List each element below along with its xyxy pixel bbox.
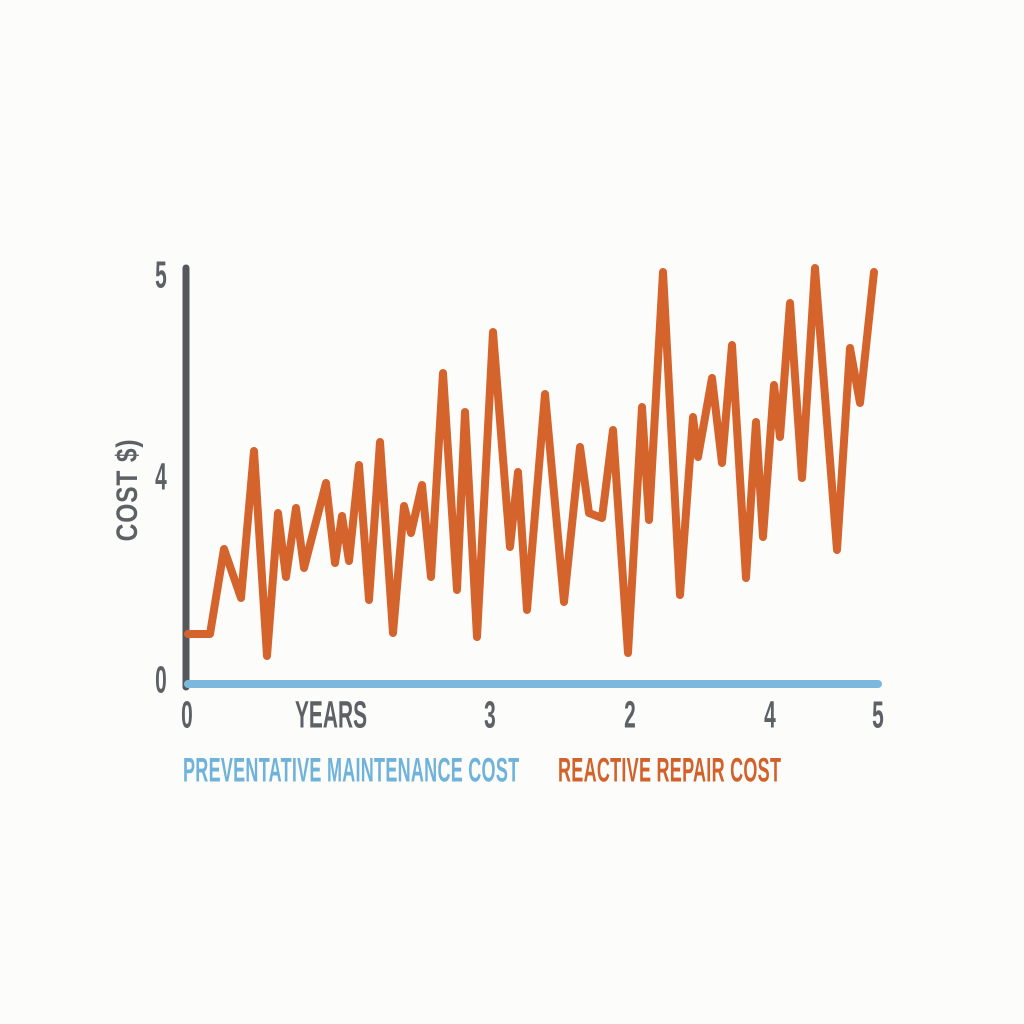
x-tick-label: 5 [872,694,884,737]
y-tick-label: 5 [155,254,167,297]
x-tick-label: 4 [764,694,776,737]
legend-item: REACTIVE REPAIR COST [558,751,782,790]
x-tick-label: 3 [484,694,496,737]
x-tick-label: YEARS [294,694,368,737]
y-tick-label: 4 [155,456,167,499]
series-line-reactive-repair [184,264,878,660]
x-tick-label: 0 [181,694,193,737]
y-axis-title: COST $) [111,438,144,542]
legend-item: PREVENTATIVE MAINTENANCE COST [183,751,520,790]
x-tick-label: 2 [624,694,636,737]
y-tick-label: 0 [155,659,167,702]
